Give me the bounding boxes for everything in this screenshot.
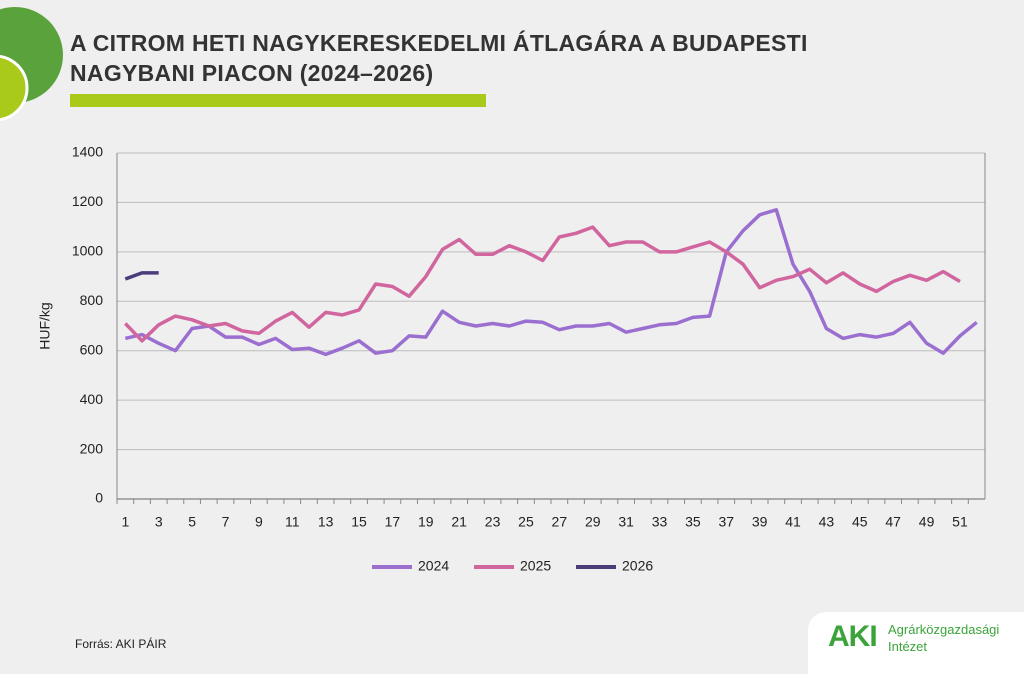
- legend-label: 2024: [418, 558, 449, 574]
- x-tick-label: 25: [518, 514, 534, 530]
- series-line: [124, 208, 978, 357]
- y-axis-label: HUF/kg: [37, 302, 53, 349]
- x-tick-label: 7: [222, 514, 230, 530]
- x-tick-label: 27: [552, 514, 568, 530]
- x-tick-label: 15: [351, 514, 367, 530]
- x-tick-label: 43: [819, 514, 835, 530]
- title-underline: [70, 94, 486, 107]
- series-line: [124, 225, 961, 343]
- x-tick-label: 29: [585, 514, 601, 530]
- legend-label: 2025: [520, 558, 551, 574]
- x-tick-label: 11: [285, 514, 300, 530]
- y-tick-label: 1400: [72, 144, 103, 160]
- x-tick-label: 13: [318, 514, 334, 530]
- y-tick-label: 1200: [72, 193, 103, 209]
- logo-mark: AKI: [828, 620, 878, 653]
- logo: AKI Agrárközgazdasági Intézet: [808, 612, 1024, 674]
- decor-circle: [0, 54, 29, 122]
- series-line: [124, 271, 159, 281]
- x-tick-label: 23: [485, 514, 501, 530]
- x-tick-label: 3: [155, 514, 163, 530]
- legend-label: 2026: [622, 558, 653, 574]
- logo-text: Agrárközgazdasági: [888, 622, 1000, 637]
- x-tick-label: 47: [885, 514, 901, 530]
- x-tick-label: 49: [919, 514, 935, 530]
- y-tick-label: 200: [80, 440, 104, 456]
- x-tick-label: 51: [952, 514, 968, 530]
- y-tick-label: 800: [80, 292, 104, 308]
- x-tick-label: 21: [451, 514, 467, 530]
- x-tick-label: 9: [255, 514, 263, 530]
- y-tick-label: 1000: [72, 243, 103, 259]
- x-tick-label: 45: [852, 514, 868, 530]
- x-tick-label: 1: [121, 514, 129, 530]
- x-tick-label: 35: [685, 514, 701, 530]
- x-tick-label: 39: [752, 514, 768, 530]
- source: Forrás: AKI PÁIR: [75, 637, 167, 651]
- x-tick-label: 41: [785, 514, 801, 530]
- y-tick-label: 600: [80, 341, 104, 357]
- y-tick-label: 0: [95, 490, 103, 506]
- x-tick-label: 5: [188, 514, 196, 530]
- y-tick-label: 400: [80, 391, 104, 407]
- x-tick-label: 31: [618, 514, 634, 530]
- chart-title: A CITROM HETI NAGYKERESKEDELMI ÁTLAGÁRA …: [70, 30, 808, 86]
- x-tick-label: 37: [718, 514, 734, 530]
- logo-text: Intézet: [888, 639, 928, 654]
- x-tick-label: 33: [652, 514, 668, 530]
- x-tick-label: 19: [418, 514, 434, 530]
- x-tick-label: 17: [385, 514, 401, 530]
